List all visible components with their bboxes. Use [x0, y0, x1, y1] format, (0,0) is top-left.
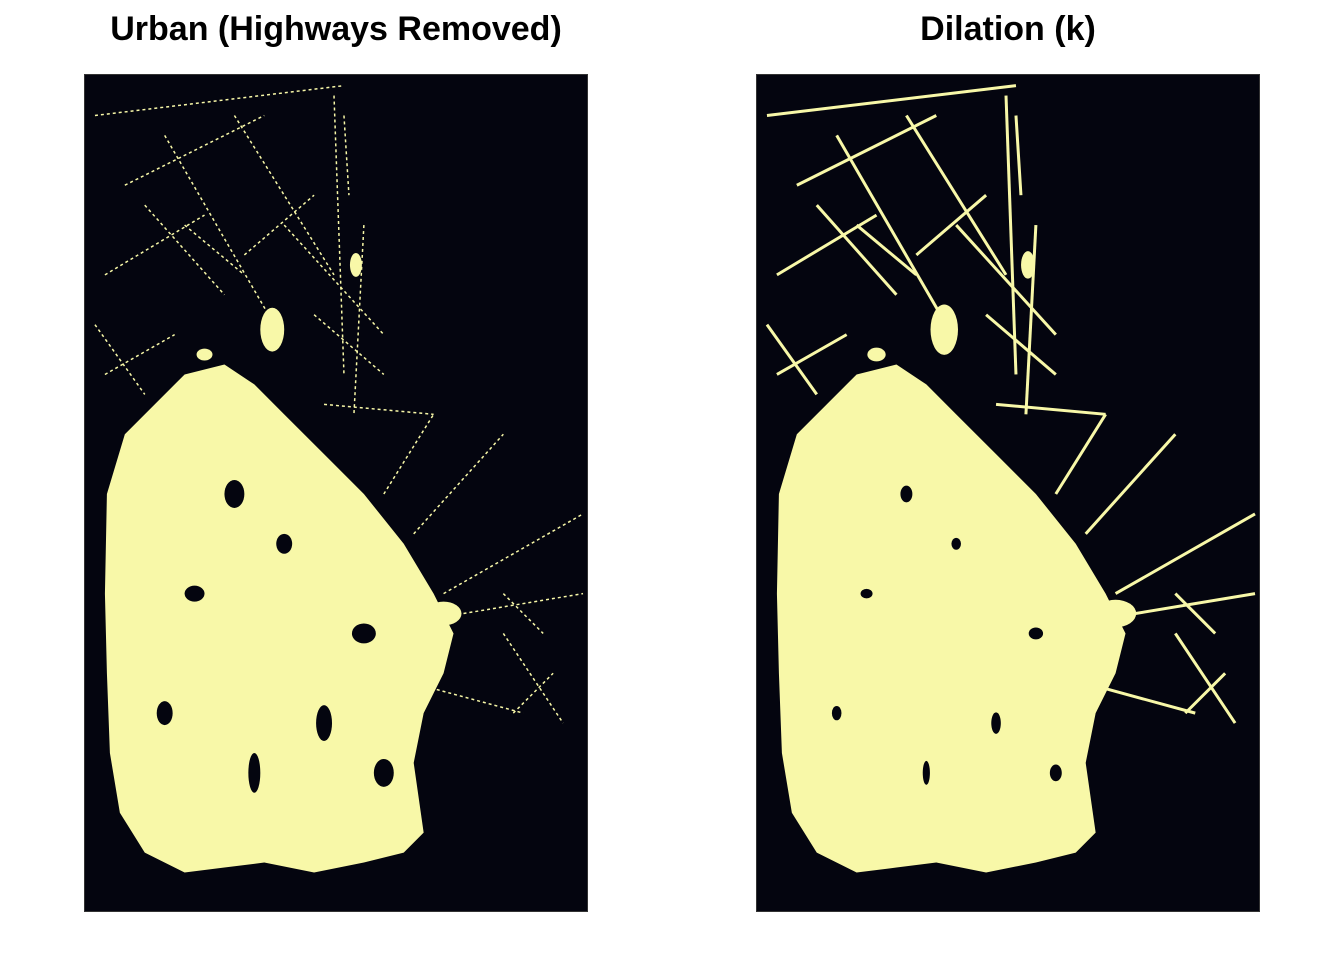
- non-urban-gap: [224, 480, 245, 508]
- urban-corridor: [915, 194, 988, 257]
- urban-corridor: [333, 95, 345, 375]
- urban-corridor: [905, 114, 1008, 276]
- urban-patch: [1094, 599, 1137, 628]
- non-urban-gap: [351, 623, 376, 644]
- urban-corridor: [1014, 115, 1023, 196]
- urban-patch: [867, 347, 886, 362]
- urban-corridor: [815, 204, 898, 296]
- urban-corridor: [343, 115, 350, 196]
- non-urban-gap: [860, 588, 873, 599]
- non-urban-gap: [184, 585, 205, 602]
- urban-corridor: [1174, 592, 1217, 635]
- urban-corridor: [1174, 632, 1237, 724]
- urban-corridor: [855, 223, 918, 277]
- urban-corridor: [765, 323, 818, 396]
- dilation-raster-map: [756, 74, 1260, 912]
- urban-corridor: [985, 313, 1057, 376]
- urban-corridor: [995, 402, 1106, 416]
- non-urban-gap: [248, 752, 261, 793]
- urban-corridor: [796, 114, 937, 187]
- urban-corridor: [776, 333, 848, 376]
- urban-patch: [206, 432, 243, 457]
- urban-corridor: [184, 224, 245, 276]
- non-urban-gap: [373, 758, 394, 787]
- urban-corridor: [413, 433, 504, 535]
- urban-corridor: [144, 204, 226, 296]
- urban-corridor: [502, 593, 544, 634]
- urban-corridor: [1054, 413, 1107, 495]
- urban-corridor: [323, 403, 434, 416]
- panel-title-dilation: Dilation (k): [920, 10, 1096, 48]
- urban-corridor: [94, 84, 345, 117]
- urban-corridor: [1024, 224, 1038, 415]
- non-urban-gap: [276, 533, 293, 554]
- urban-corridor: [776, 213, 878, 277]
- urban-core-area: [776, 364, 1126, 873]
- urban-raster-canvas: [94, 84, 584, 873]
- dilation-raster-canvas: [765, 84, 1256, 873]
- urban-corridor: [955, 224, 1057, 336]
- urban-patch: [260, 307, 285, 352]
- non-urban-gap: [991, 712, 1001, 734]
- urban-corridor: [413, 682, 524, 714]
- urban-corridor: [835, 134, 948, 326]
- urban-patch: [875, 430, 918, 458]
- urban-corridor: [1004, 95, 1018, 375]
- urban-patch: [349, 252, 362, 277]
- urban-patch: [930, 304, 958, 355]
- urban-corridor: [124, 114, 265, 186]
- urban-raster-map: [84, 74, 588, 912]
- urban-corridor: [502, 633, 564, 724]
- urban-corridor: [164, 135, 275, 326]
- urban-corridor: [1135, 592, 1256, 615]
- non-urban-gap: [951, 537, 961, 550]
- non-urban-gap: [1049, 764, 1062, 782]
- urban-corridor: [104, 333, 176, 376]
- non-urban-gap: [900, 485, 913, 503]
- urban-corridor: [283, 224, 385, 336]
- urban-corridor: [766, 84, 1017, 117]
- urban-corridor: [1084, 433, 1177, 535]
- urban-corridor: [443, 513, 584, 595]
- non-urban-gap: [922, 760, 930, 785]
- urban-corridor: [243, 194, 315, 256]
- urban-corridor: [1085, 681, 1196, 715]
- urban-corridor: [104, 214, 205, 276]
- panel-title-urban: Urban (Highways Removed): [110, 10, 562, 48]
- urban-core-area: [104, 364, 454, 873]
- urban-corridor: [463, 592, 584, 615]
- urban-corridor: [383, 413, 435, 495]
- non-urban-gap: [1028, 627, 1044, 640]
- non-urban-gap: [831, 705, 842, 721]
- urban-corridor: [94, 324, 146, 395]
- urban-corridor: [233, 115, 335, 276]
- urban-patch: [196, 348, 213, 361]
- urban-patch: [425, 601, 462, 626]
- urban-corridor: [1184, 672, 1227, 715]
- urban-corridor: [1114, 512, 1256, 595]
- non-urban-gap: [316, 705, 333, 742]
- urban-patch: [1021, 251, 1035, 279]
- non-urban-gap: [156, 701, 173, 726]
- urban-corridor: [353, 225, 365, 415]
